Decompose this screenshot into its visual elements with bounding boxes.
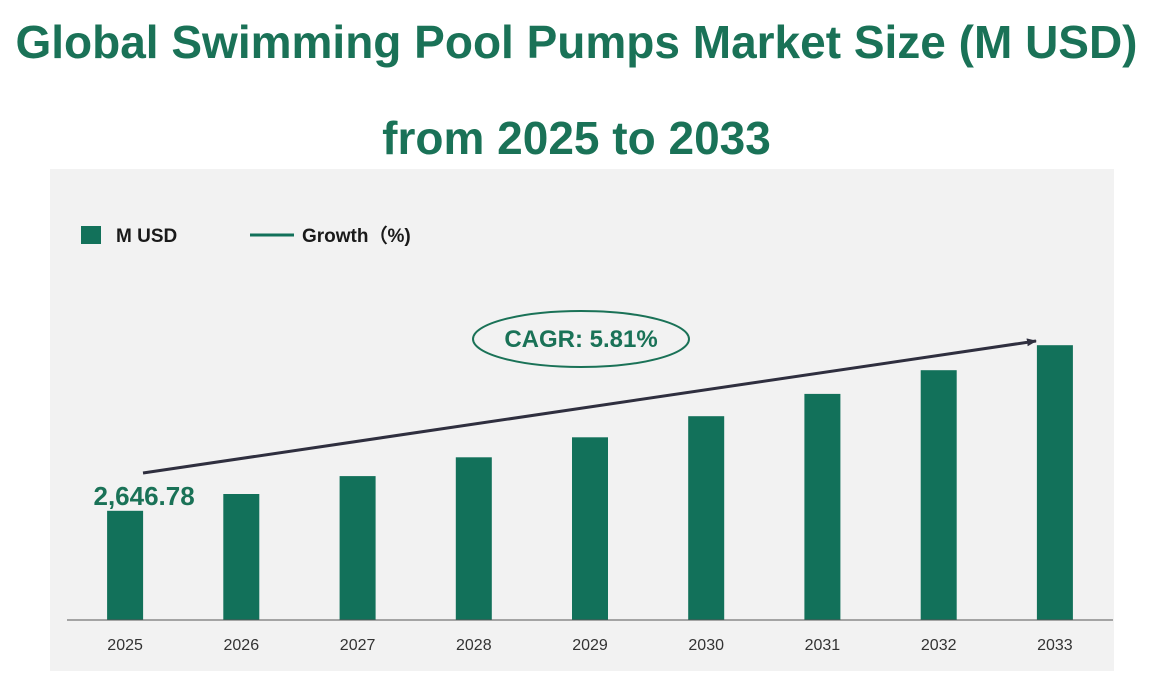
legend-line-label: Growth（%) [302,224,411,247]
legend-bar-label: M USD [116,226,177,247]
chart-title-line-2: from 2025 to 2033 [382,112,771,164]
data-label-2025: 2,646.78 [93,481,194,511]
chart-title-line-1: Global Swimming Pool Pumps Market Size (… [15,16,1138,68]
bar-2031 [804,393,841,620]
legend-bar-swatch [81,226,101,244]
legend: M USD Growth（%) [81,224,411,247]
bar-series [107,345,1073,620]
cagr-annotation: CAGR: 5.81% [472,310,690,368]
x-tick-label-2033: 2033 [1037,637,1073,654]
bar-2029 [572,437,608,620]
cagr-ellipse [472,310,690,368]
x-tick-label-2029: 2029 [572,637,608,654]
chart-panel: M USD Growth（%) 2025 2026 2027 2028 2029 2030… [50,169,1114,671]
growth-trend-arrow [142,338,1037,475]
cagr-label: CAGR: 5.81% [504,326,657,353]
bar-2025 [107,510,144,620]
bar-2033 [1036,345,1073,620]
bar-chart: M USD Growth（%) 2025 2026 2027 2028 2029 2030… [67,224,1113,654]
x-tick-label-2031: 2031 [805,637,841,654]
x-tick-label-2027: 2027 [340,637,376,654]
x-tick-label-2028: 2028 [456,637,492,654]
bar-2032 [920,370,957,620]
bar-2027 [339,476,376,620]
x-tick-label-2025: 2025 [107,637,143,654]
x-tick-label-2032: 2032 [921,637,957,654]
bar-2030 [688,416,725,620]
data-labels: 2,646.78 [93,481,194,511]
x-tick-label-2030: 2030 [688,637,724,654]
x-tick-label-2026: 2026 [224,637,260,654]
bar-2026 [223,494,260,620]
bar-2028 [455,457,492,620]
x-axis-tick-labels: 2025 2026 2027 2028 2029 2030 2031 2032 2033 [107,637,1072,654]
